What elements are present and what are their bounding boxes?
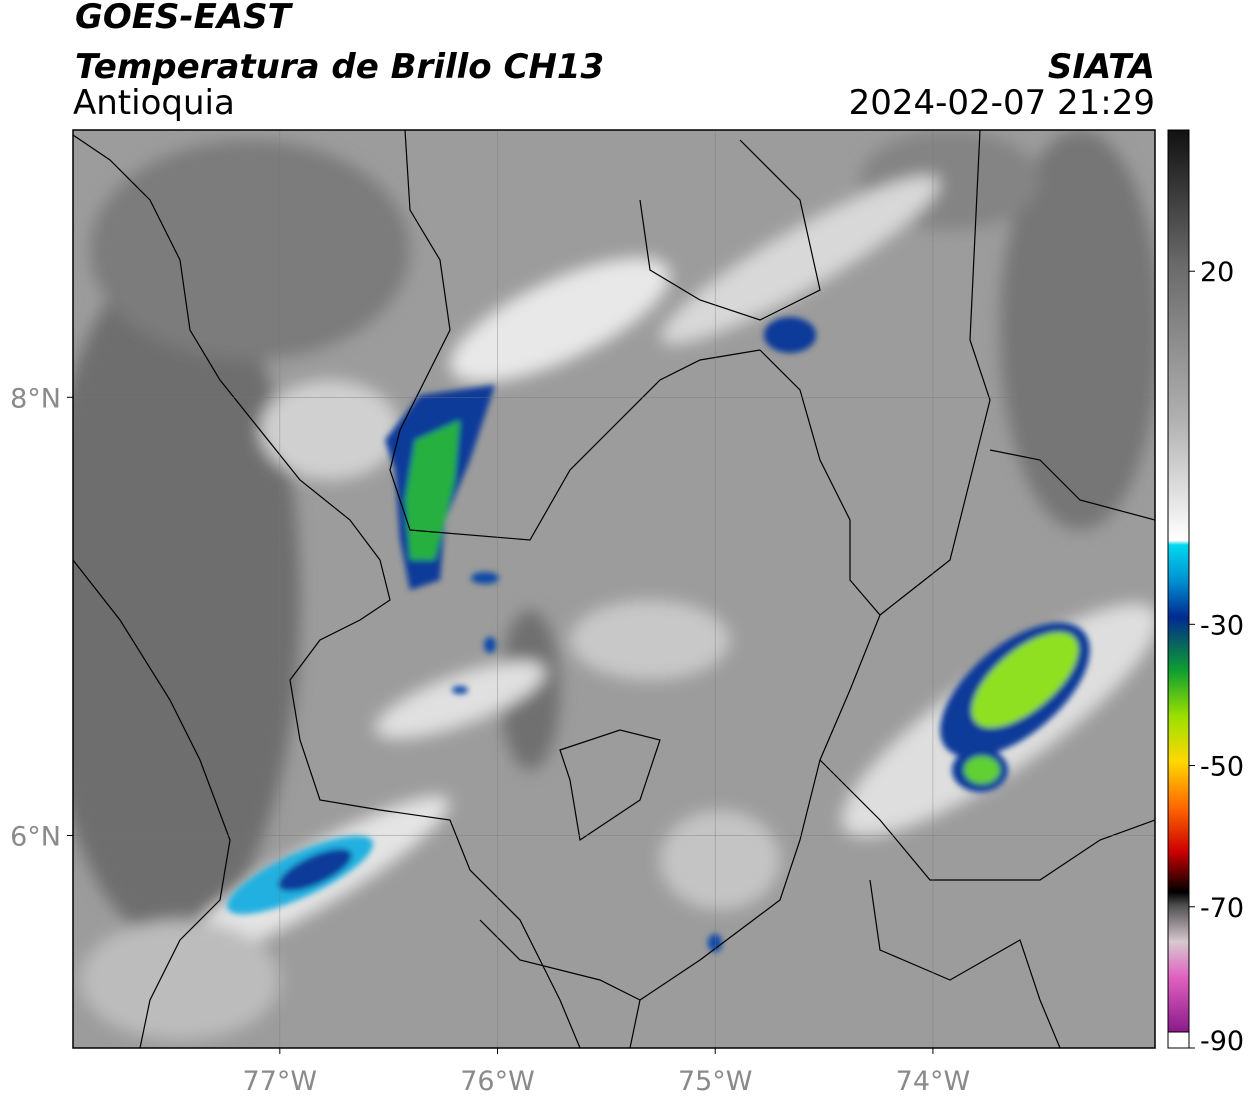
colorbar bbox=[1168, 130, 1189, 1032]
subtitle: Temperatura de Brillo CH13 bbox=[75, 47, 604, 87]
title: GOES-EAST bbox=[75, 0, 294, 37]
colorbar-under bbox=[1167, 1031, 1190, 1049]
satellite-image bbox=[73, 130, 1155, 1048]
colorbar-tick-label: -70 bbox=[1200, 893, 1244, 924]
lon-tick-label: 76°W bbox=[460, 1066, 535, 1097]
source: SIATA bbox=[1048, 47, 1155, 87]
lon-tick-label: 74°W bbox=[896, 1066, 971, 1097]
colorbar-tick-label: 20 bbox=[1200, 257, 1234, 288]
lon-tick-label: 75°W bbox=[678, 1066, 753, 1097]
region: Antioquia bbox=[73, 83, 235, 123]
colorbar-frame bbox=[1167, 129, 1190, 1049]
lat-tick-label: 8°N bbox=[10, 383, 61, 414]
lon-tick-label: 77°W bbox=[243, 1066, 318, 1097]
map-frame bbox=[72, 129, 1156, 1049]
lat-tick-label: 6°N bbox=[10, 821, 61, 852]
colorbar-tick-label: -30 bbox=[1200, 610, 1244, 641]
colorbar-tick-label: -90 bbox=[1200, 1026, 1244, 1057]
datetime: 2024-02-07 21:29 bbox=[849, 83, 1155, 123]
colorbar-tick-label: -50 bbox=[1200, 752, 1244, 783]
